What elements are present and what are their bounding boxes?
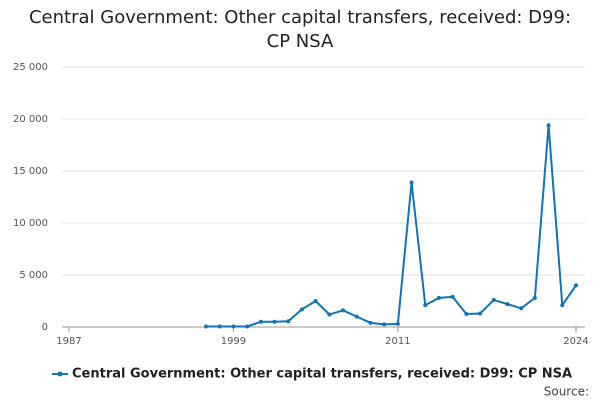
data-point: [327, 312, 332, 317]
x-tick-label: 2024: [563, 336, 588, 347]
data-point: [286, 319, 291, 324]
series-line: [206, 125, 577, 328]
data-point: [505, 302, 510, 307]
x-tick-label: 1987: [56, 336, 81, 347]
y-tick-label: 10 000: [13, 218, 48, 229]
data-point: [395, 321, 400, 326]
data-point: [231, 324, 236, 329]
legend-dot: [57, 371, 63, 377]
y-tick-label: 5 000: [19, 270, 48, 281]
data-point: [519, 306, 524, 311]
data-point: [436, 295, 441, 300]
data-point: [574, 283, 578, 288]
legend-label: Central Government: Other capital transf…: [72, 367, 572, 382]
data-point: [299, 307, 304, 312]
data-point: [341, 308, 346, 313]
data-point: [478, 311, 483, 316]
data-point: [464, 312, 469, 316]
y-tick-label: 0: [42, 322, 48, 333]
source: Source:: [544, 385, 589, 399]
data-point: [423, 303, 428, 308]
y-tick-label: 25 000: [13, 62, 48, 73]
data-point: [272, 319, 277, 324]
x-tick-label: 1999: [221, 336, 246, 347]
chart-title: Central Government: Other capital transf…: [28, 7, 572, 52]
data-point: [491, 297, 496, 302]
data-point: [258, 319, 263, 324]
data-point: [245, 324, 250, 329]
y-tick-label: 20 000: [13, 114, 48, 125]
x-tick-label: 2011: [385, 336, 410, 347]
data-point: [217, 324, 222, 329]
data-point: [450, 294, 455, 299]
data-point: [354, 314, 359, 319]
y-tick-label: 15 000: [13, 166, 48, 177]
data-point: [382, 322, 387, 327]
data-point: [204, 324, 209, 329]
data-point: [409, 180, 414, 185]
data-point: [313, 299, 318, 303]
data-point: [532, 295, 537, 300]
data-point: [368, 320, 373, 325]
data-point: [560, 303, 565, 308]
data-point: [546, 123, 551, 128]
